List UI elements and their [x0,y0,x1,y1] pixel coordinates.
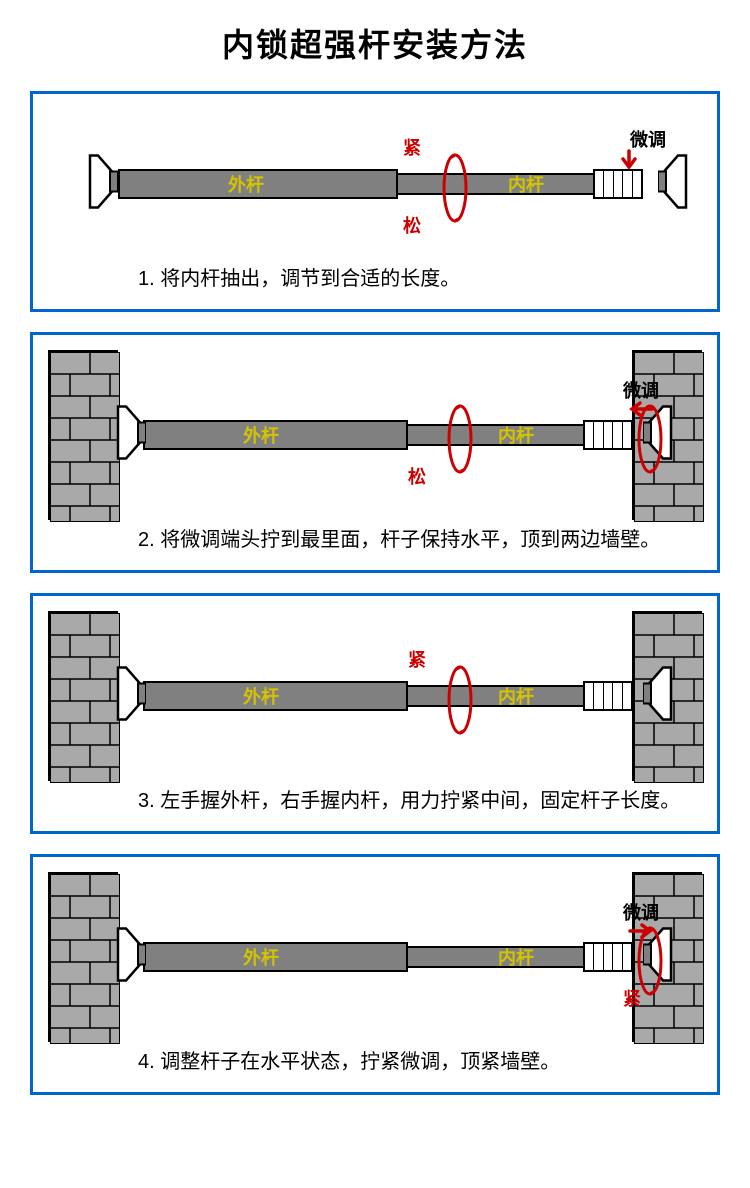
step-panel-4: 外杆内杆 紧微调4. 调整杆子在水平状态，拧紧微调，顶紧墙壁。 [30,854,720,1095]
outer-rod-label: 外杆 [243,683,279,709]
diagram-3: 外杆 内杆 紧 [48,621,702,771]
fine-tune-arrow-icon [628,400,654,423]
rotation-arrow-icon [438,149,468,219]
fine-tune-arrow-icon [628,922,654,945]
step-caption-4: 4. 调整杆子在水平状态，拧紧微调，顶紧墙壁。 [48,1047,702,1077]
outer-rod-label: 外杆 [243,422,279,448]
step-caption-2: 2. 将微调端头拧到最里面，杆子保持水平，顶到两边墙壁。 [48,525,702,555]
end-cap-left [116,666,146,727]
inner-tube [396,173,596,195]
tight-label: 紧 [623,985,641,1011]
wall-left [48,872,118,1042]
rotation-arrow-icon [443,661,473,731]
loose-label: 松 [408,463,426,489]
wall-left [48,350,118,520]
fine-adjust-grip [583,942,633,972]
step-caption-1: 1. 将内杆抽出，调节到合适的长度。 [48,264,702,294]
inner-rod-label: 内杆 [508,171,544,197]
panels-container: 外杆内杆 紧松微调1. 将内杆抽出，调节到合适的长度。 外杆内杆 松微调2. 将… [30,91,720,1095]
outer-rod-label: 外杆 [228,171,264,197]
wall-left [48,611,118,781]
tight-label: 紧 [408,646,426,672]
outer-rod-label: 外杆 [243,944,279,970]
inner-tube [406,946,586,968]
page-title: 内锁超强杆安装方法 [30,20,720,66]
fine-adjust-grip [583,681,633,711]
diagram-2: 外杆内杆 松微调 [48,360,702,510]
inner-rod-label: 内杆 [498,422,534,448]
diagram-1: 外杆内杆 紧松微调 [48,119,702,249]
end-cap-left [116,927,146,988]
inner-rod-label: 内杆 [498,944,534,970]
loose-label: 松 [403,212,421,238]
step-panel-3: 外杆 内杆 紧 3. 左手握外杆，右手握内杆，用力拧紧中间，固定杆子长度。 [30,593,720,834]
step-caption-3: 3. 左手握外杆，右手握内杆，用力拧紧中间，固定杆子长度。 [48,786,702,816]
rotation-arrow-icon [443,400,473,470]
fine-tune-arrow-icon [618,149,640,176]
step-panel-2: 外杆内杆 松微调2. 将微调端头拧到最里面，杆子保持水平，顶到两边墙壁。 [30,332,720,573]
end-cap-right [643,666,673,727]
inner-rod-label: 内杆 [498,683,534,709]
step-panel-1: 外杆内杆 紧松微调1. 将内杆抽出，调节到合适的长度。 [30,91,720,312]
end-cap-right [658,154,688,215]
diagram-4: 外杆内杆 紧微调 [48,882,702,1032]
inner-tube [406,424,586,446]
end-cap-left [88,154,118,215]
end-cap-left [116,405,146,466]
inner-tube [406,685,586,707]
fine-adjust-grip [583,420,633,450]
tight-label: 紧 [403,134,421,160]
